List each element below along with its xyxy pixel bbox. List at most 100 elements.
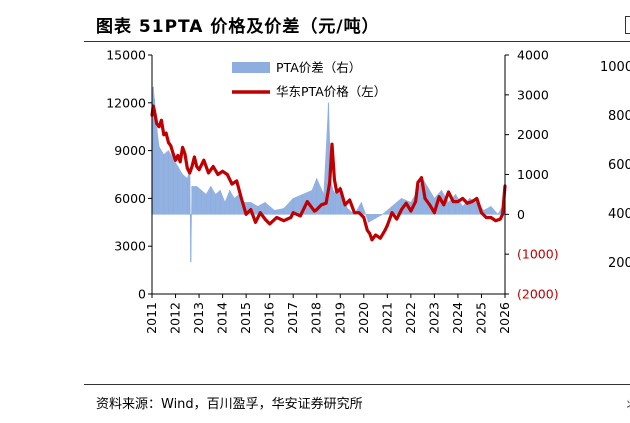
x-tick-label: 2024 — [450, 302, 465, 334]
price-point — [353, 211, 356, 215]
price-point — [333, 177, 336, 181]
price-point — [395, 217, 399, 221]
price-point — [494, 219, 497, 223]
price-point — [362, 216, 366, 219]
x-tick-label: 2017 — [285, 302, 300, 334]
price-point — [258, 211, 262, 215]
price-point — [498, 217, 502, 221]
x-tick-label: 2015 — [238, 302, 253, 334]
price-point — [169, 144, 173, 148]
price-point — [315, 208, 319, 212]
price-point — [428, 203, 432, 207]
price-point — [197, 168, 201, 172]
price-point — [216, 173, 220, 176]
price-point — [190, 165, 194, 168]
x-tick-label: 2013 — [191, 302, 206, 334]
price-point — [185, 166, 189, 170]
bottom-rule — [84, 384, 630, 385]
cropped-axis-label-1: 1000 — [600, 60, 630, 75]
price-point — [268, 222, 272, 226]
price-point — [420, 176, 423, 180]
price-point — [447, 190, 450, 194]
price-point — [378, 236, 382, 240]
price-point — [335, 190, 339, 194]
price-point — [202, 158, 206, 162]
price-point — [164, 131, 168, 135]
right-tick-label: 0 — [517, 207, 525, 222]
right-tick-label: 3000 — [517, 87, 549, 102]
price-point — [153, 109, 156, 113]
legend-label-price: 华东PTA价格（左） — [276, 84, 386, 99]
cropped-edge-glyph: 丬 — [624, 396, 630, 413]
price-point — [390, 211, 394, 215]
price-point — [475, 197, 479, 200]
x-tick-label: 2016 — [262, 302, 277, 334]
price-point — [254, 220, 257, 224]
price-point — [451, 200, 455, 204]
cropped-panel-edge — [625, 16, 630, 34]
x-tick-label: 2021 — [379, 302, 394, 334]
price-point — [330, 142, 334, 146]
price-point — [343, 203, 347, 207]
price-point — [320, 203, 323, 207]
x-tick-label: 2011 — [144, 302, 159, 334]
left-tick-label: 3000 — [114, 239, 146, 254]
right-tick-label: (1000) — [517, 247, 559, 262]
x-tick-label: 2014 — [215, 302, 230, 334]
price-point — [181, 146, 185, 149]
price-point — [263, 217, 267, 221]
price-point — [188, 171, 192, 175]
price-point — [157, 125, 161, 129]
price-point — [289, 216, 293, 219]
price-point — [501, 212, 504, 216]
price-point — [409, 209, 413, 213]
price-point — [456, 200, 460, 204]
price-point — [171, 152, 175, 156]
x-tick-label: 2023 — [426, 302, 441, 334]
price-point — [193, 155, 196, 159]
x-tick-label: 2018 — [309, 302, 324, 334]
price-point — [437, 195, 441, 199]
cropped-axis-label-5: 200 — [608, 256, 630, 271]
price-point — [176, 154, 180, 157]
price-point — [370, 238, 374, 242]
price-point — [305, 200, 309, 204]
price-point — [385, 224, 389, 227]
price-point — [298, 214, 302, 218]
price-point — [183, 152, 187, 156]
price-point — [167, 141, 170, 145]
price-point — [240, 197, 243, 200]
price-point — [244, 212, 248, 216]
left-tick-label: 0 — [138, 287, 146, 302]
price-point — [230, 182, 234, 186]
price-point — [423, 197, 427, 200]
top-rule — [84, 41, 630, 42]
x-tick-label: 2012 — [168, 302, 183, 334]
figure-title: 图表 51PTA 价格及价差（元/吨） — [96, 17, 380, 37]
price-point — [275, 216, 279, 219]
price-point — [235, 179, 239, 183]
price-point — [365, 228, 369, 232]
price-point — [225, 173, 229, 176]
source-note: 资料来源：Wind，百川盈孚，华安证券研究所 — [96, 397, 363, 412]
price-point — [282, 219, 286, 223]
cropped-axis-label-3: 600 — [608, 158, 630, 173]
price-point — [416, 181, 420, 184]
price-point — [368, 232, 372, 235]
price-point — [465, 201, 469, 205]
price-point — [414, 200, 417, 204]
x-tick-label: 2020 — [356, 302, 371, 334]
price-point — [404, 201, 408, 205]
price-point — [291, 211, 295, 215]
price-point — [174, 158, 177, 162]
price-point — [313, 209, 316, 213]
cropped-axis-label-4: 400 — [608, 207, 630, 222]
price-point — [461, 197, 464, 200]
price-point — [480, 211, 483, 215]
left-tick-label: 9000 — [114, 143, 146, 158]
price-point — [489, 216, 493, 219]
right-tick-label: 4000 — [517, 48, 549, 63]
price-point — [383, 228, 387, 232]
price-point — [484, 216, 488, 219]
